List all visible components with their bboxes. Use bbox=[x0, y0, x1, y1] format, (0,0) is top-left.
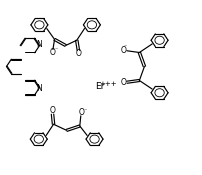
Text: ⁻: ⁻ bbox=[83, 109, 86, 114]
Text: O: O bbox=[78, 108, 84, 117]
Text: O: O bbox=[49, 48, 55, 57]
Text: ⁻: ⁻ bbox=[54, 49, 58, 54]
Text: Er: Er bbox=[95, 82, 105, 91]
Text: O: O bbox=[120, 78, 126, 87]
Text: O: O bbox=[75, 49, 81, 58]
Text: ⁻: ⁻ bbox=[124, 46, 127, 51]
Text: O: O bbox=[120, 46, 126, 55]
Text: N: N bbox=[36, 40, 42, 49]
Text: +++: +++ bbox=[99, 81, 117, 87]
Text: N: N bbox=[36, 84, 42, 93]
Text: O: O bbox=[49, 106, 56, 116]
